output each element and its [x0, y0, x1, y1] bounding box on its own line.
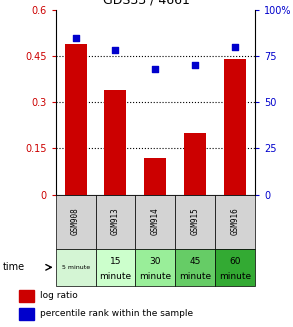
Text: minute: minute — [179, 272, 211, 281]
Point — [113, 48, 118, 53]
Bar — [96, 249, 135, 286]
Text: percentile rank within the sample: percentile rank within the sample — [40, 309, 193, 318]
Text: minute: minute — [139, 272, 171, 281]
Bar — [175, 249, 215, 286]
Bar — [135, 249, 175, 286]
Bar — [56, 195, 96, 249]
Text: GSM913: GSM913 — [111, 208, 120, 235]
Bar — [105, 90, 126, 195]
Text: log ratio: log ratio — [40, 291, 77, 301]
Text: 30: 30 — [149, 257, 161, 266]
Bar — [215, 195, 255, 249]
Bar — [175, 195, 215, 249]
Bar — [65, 44, 86, 195]
Point — [73, 35, 78, 40]
Text: GSM914: GSM914 — [151, 208, 160, 235]
Text: time: time — [3, 262, 25, 272]
Point — [233, 44, 237, 49]
Text: minute: minute — [219, 272, 251, 281]
Text: GSM915: GSM915 — [191, 208, 200, 235]
Point — [153, 66, 158, 72]
Bar — [135, 195, 175, 249]
Bar — [144, 158, 166, 195]
Bar — [184, 133, 206, 195]
Point — [193, 62, 197, 68]
Text: GSM908: GSM908 — [71, 208, 80, 235]
Text: 45: 45 — [190, 257, 201, 266]
Text: 15: 15 — [110, 257, 121, 266]
Bar — [19, 308, 34, 320]
Bar — [19, 290, 34, 302]
Bar — [224, 59, 246, 195]
Text: GSM916: GSM916 — [231, 208, 239, 235]
Bar — [56, 249, 96, 286]
Bar — [96, 195, 135, 249]
Text: 5 minute: 5 minute — [62, 265, 90, 270]
Text: 60: 60 — [229, 257, 241, 266]
Bar — [215, 249, 255, 286]
Text: GDS33 / 4661: GDS33 / 4661 — [103, 0, 190, 7]
Text: minute: minute — [99, 272, 132, 281]
